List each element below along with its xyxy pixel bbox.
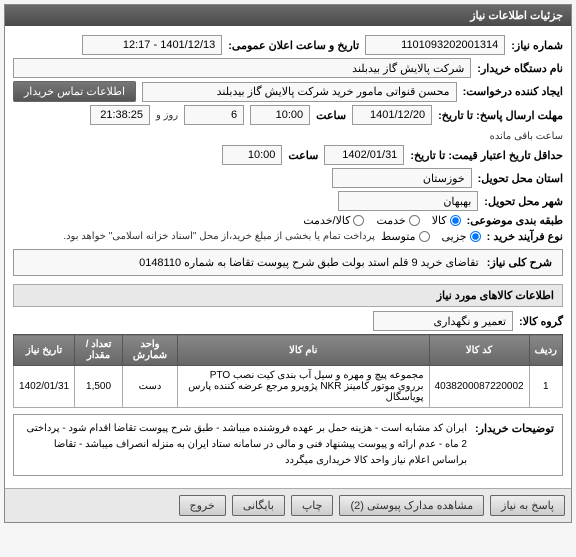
- items-table: ردیف کد کالا نام کالا واحد شمارش تعداد /…: [13, 334, 563, 408]
- pt-medium-radio[interactable]: [419, 231, 430, 242]
- td-code: 4038200087220002: [429, 366, 529, 408]
- footer-buttons: پاسخ به نیاز مشاهده مدارک پیوستی (2) چاپ…: [5, 488, 571, 522]
- validity-time-field: 10:00: [222, 145, 282, 165]
- announce-field: 1401/12/13 - 12:17: [82, 35, 222, 55]
- buyer-org-label: نام دستگاه خریدار:: [477, 62, 563, 75]
- validity-date-field: 1402/01/31: [324, 145, 404, 165]
- need-title-text: تقاضای خرید 9 قلم استد بولت طبق شرح پیوس…: [139, 256, 479, 269]
- cat-goods-radio[interactable]: [450, 215, 461, 226]
- need-no-field: 1101093202001314: [365, 35, 505, 55]
- items-section-label: اطلاعات کالاهای مورد نیاز: [13, 284, 563, 307]
- panel-body: شماره نیاز: 1101093202001314 تاریخ و ساع…: [5, 26, 571, 488]
- td-row: 1: [529, 366, 562, 408]
- td-date: 1402/01/31: [14, 366, 75, 408]
- category-label: طبقه بندی موضوعی:: [467, 214, 563, 227]
- validity-label: حداقل تاریخ اعتبار قیمت: تا تاریخ:: [410, 149, 563, 162]
- purchase-note: پرداخت تمام یا بخشی از مبلغ خرید،از محل …: [63, 231, 375, 242]
- province-field: خوزستان: [332, 168, 472, 188]
- need-title-label: شرح کلی نیاز:: [487, 256, 552, 269]
- exit-button[interactable]: خروج: [179, 495, 226, 516]
- buyer-notes-box: توضیحات خریدار: ایران کد مشابه است - هزی…: [13, 414, 563, 476]
- remain-label: ساعت باقی مانده: [490, 131, 563, 142]
- td-name: مجموعه پیچ و مهره و سیل آب بندی کیت نصب …: [177, 366, 429, 408]
- pt-partial-radio[interactable]: [470, 231, 481, 242]
- remain-time-field: 21:38:25: [90, 105, 150, 125]
- th-code: کد کالا: [429, 335, 529, 366]
- print-button[interactable]: چاپ: [291, 495, 334, 516]
- td-qty: 1,500: [75, 366, 123, 408]
- buyer-notes-text: ایران کد مشابه است - هزینه حمل بر عهده ف…: [22, 421, 467, 469]
- cat-service-label: خدمت: [376, 214, 405, 227]
- days-label: روز و: [156, 110, 178, 121]
- table-header-row: ردیف کد کالا نام کالا واحد شمارش تعداد /…: [14, 335, 563, 366]
- pt-medium-label: متوسط: [381, 230, 416, 243]
- save-button[interactable]: بایگانی: [232, 495, 285, 516]
- time-label-2: ساعت: [288, 149, 318, 162]
- goods-group-field: تعمیر و نگهداری: [373, 311, 513, 331]
- pt-partial-label: جزیی: [442, 230, 467, 243]
- cat-service-radio[interactable]: [409, 215, 420, 226]
- buyer-org-field: شرکت پالایش گاز بیدبلند: [13, 58, 471, 78]
- purchase-type-label: نوع فرآیند خرید :: [487, 230, 563, 243]
- th-row: ردیف: [529, 335, 562, 366]
- announce-label: تاریخ و ساعت اعلان عمومی:: [228, 39, 359, 52]
- td-unit: دست: [123, 366, 178, 408]
- th-qty: تعداد / مقدار: [75, 335, 123, 366]
- deadline-date-field: 1401/12/20: [352, 105, 432, 125]
- cat-both-label: کالا/خدمت: [303, 214, 350, 227]
- days-field: 6: [184, 105, 244, 125]
- reply-button[interactable]: پاسخ به نیاز: [490, 495, 565, 516]
- purchase-type-radio-group: جزیی متوسط: [381, 230, 481, 243]
- attachments-button[interactable]: مشاهده مدارک پیوستی (2): [339, 495, 484, 516]
- city-label: شهر محل تحویل:: [484, 195, 563, 208]
- city-field: بهبهان: [338, 191, 478, 211]
- requester-label: ایجاد کننده درخواست:: [463, 85, 563, 98]
- buyer-notes-label: توضیحات خریدار:: [475, 421, 554, 469]
- cat-goods-label: کالا: [432, 214, 447, 227]
- time-label-1: ساعت: [316, 109, 346, 122]
- need-details-panel: جزئیات اطلاعات نیاز شماره نیاز: 11010932…: [4, 4, 572, 523]
- th-name: نام کالا: [177, 335, 429, 366]
- need-no-label: شماره نیاز:: [511, 39, 563, 52]
- deadline-label: مهلت ارسال پاسخ: تا تاریخ:: [438, 109, 563, 122]
- table-row: 1 4038200087220002 مجموعه پیچ و مهره و س…: [14, 366, 563, 408]
- deadline-time-field: 10:00: [250, 105, 310, 125]
- province-label: استان محل تحویل:: [478, 172, 563, 185]
- category-radio-group: کالا خدمت کالا/خدمت: [303, 214, 460, 227]
- panel-title: جزئیات اطلاعات نیاز: [5, 5, 571, 26]
- contact-buyer-button[interactable]: اطلاعات تماس خریدار: [13, 81, 136, 102]
- cat-both-radio[interactable]: [353, 215, 364, 226]
- need-title-box: شرح کلی نیاز: تقاضای خرید 9 قلم استد بول…: [13, 249, 563, 276]
- th-unit: واحد شمارش: [123, 335, 178, 366]
- requester-field: محسن قنواتی مامور خرید شرکت پالایش گاز ب…: [142, 82, 457, 102]
- goods-group-label: گروه کالا:: [519, 315, 563, 328]
- th-date: تاریخ نیاز: [14, 335, 75, 366]
